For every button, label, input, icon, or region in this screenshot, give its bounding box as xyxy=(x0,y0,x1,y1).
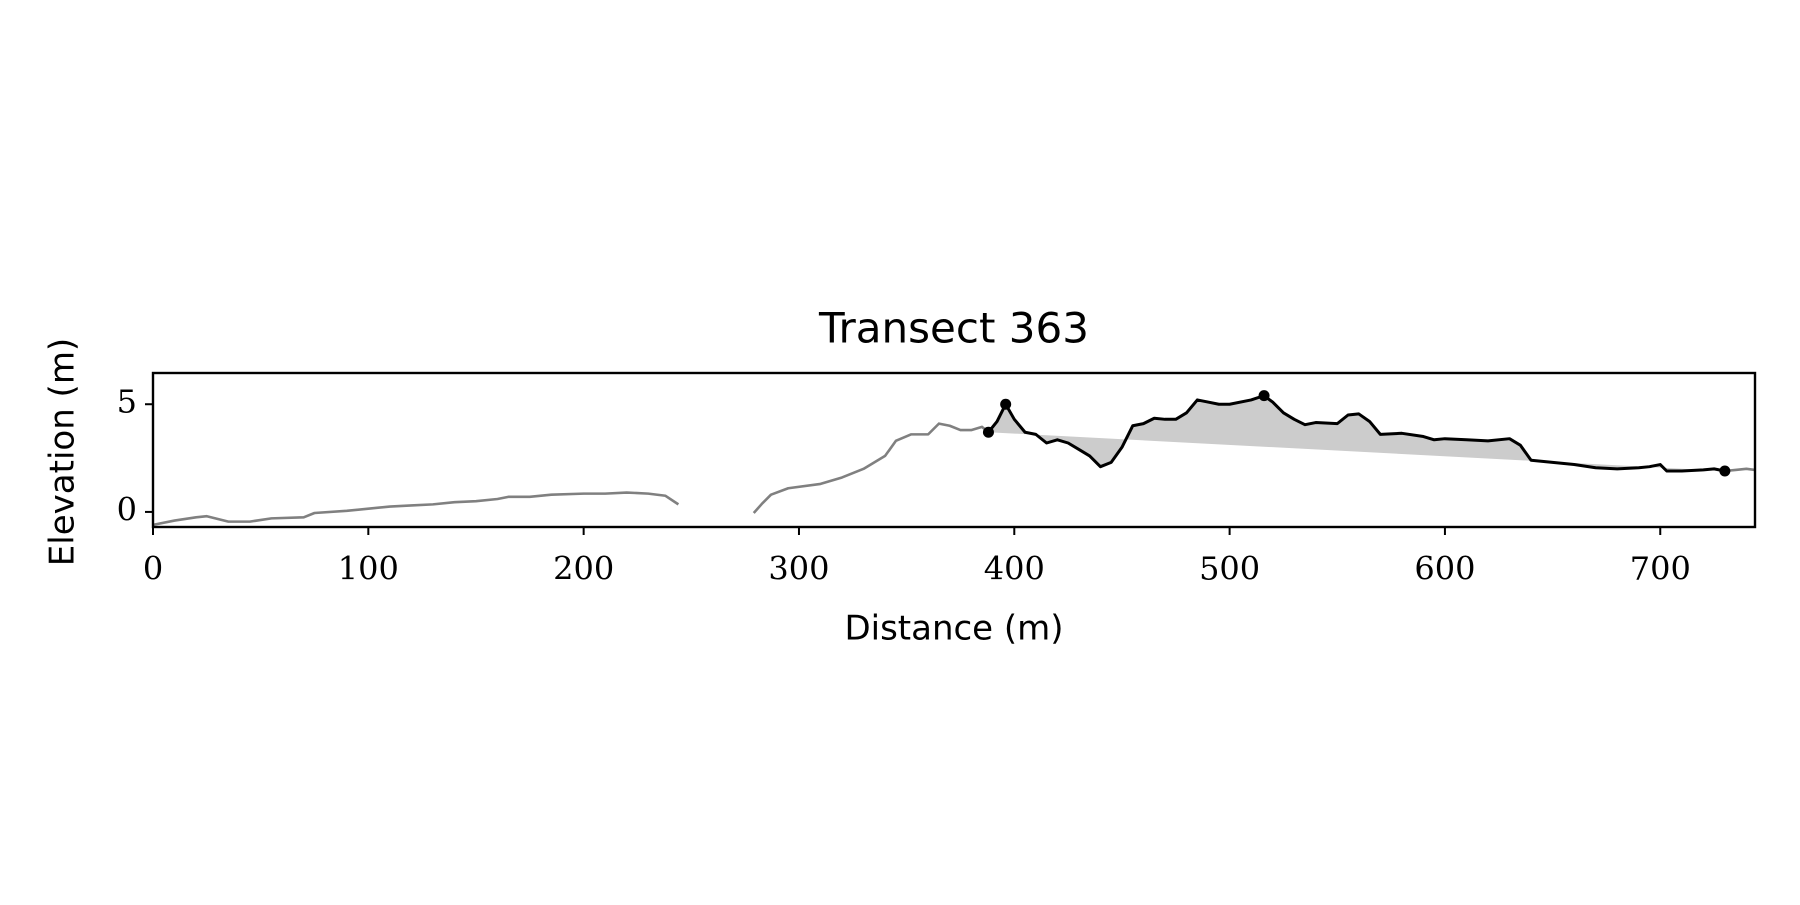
shaded-area xyxy=(988,395,1725,471)
x-tick-label: 700 xyxy=(1630,550,1691,588)
x-axis-label: Distance (m) xyxy=(844,609,1063,649)
x-tick-label: 600 xyxy=(1414,550,1475,588)
chart-title: Transect 363 xyxy=(818,304,1089,353)
y-tick-label: 5 xyxy=(117,383,137,421)
profile-line xyxy=(987,394,1726,473)
x-tick-label: 100 xyxy=(338,550,399,588)
marker-point xyxy=(1000,398,1012,410)
marker-point xyxy=(1258,390,1270,402)
marker-point xyxy=(1719,465,1731,477)
plot-frame xyxy=(151,371,1757,529)
profile-line xyxy=(152,422,1756,527)
x-tick-label: 400 xyxy=(984,550,1045,588)
x-tick-label: 300 xyxy=(768,550,829,588)
x-tick-label: 500 xyxy=(1199,550,1260,588)
x-tick-label: 200 xyxy=(553,550,614,588)
y-axis-label: Elevation (m) xyxy=(43,338,83,566)
y-tick-label: 0 xyxy=(117,490,137,528)
x-tick-label: 0 xyxy=(143,550,163,588)
marker-point xyxy=(982,426,994,438)
